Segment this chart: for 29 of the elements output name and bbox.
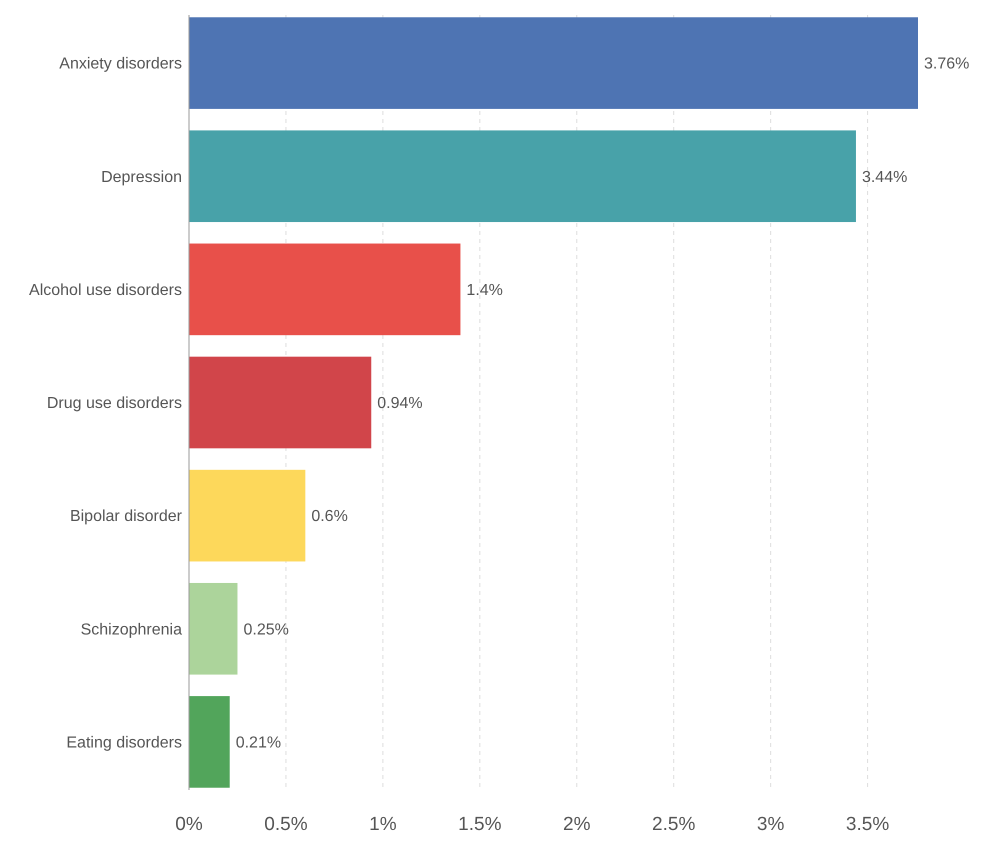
bar	[189, 130, 856, 222]
bar	[189, 470, 306, 562]
data-label: 3.76%	[924, 56, 970, 73]
y-tick-label: Alcohol use disorders	[29, 282, 182, 299]
y-tick-label: Eating disorders	[66, 734, 182, 752]
x-tick-label: 1%	[369, 814, 397, 835]
y-tick-label: Bipolar disorder	[70, 508, 183, 526]
x-tick-label: 0%	[175, 814, 203, 835]
y-tick-label: Depression	[101, 168, 182, 186]
bar	[189, 17, 918, 109]
x-tick-label: 1.5%	[458, 814, 502, 835]
bar	[189, 582, 238, 675]
x-tick-label: 3%	[756, 814, 784, 835]
data-label: 3.44%	[862, 168, 908, 186]
data-label: 0.25%	[243, 621, 289, 638]
data-label: 0.21%	[236, 734, 282, 752]
y-tick-label: Drug use disorders	[46, 395, 182, 412]
y-tick-label: Anxiety disorders	[59, 56, 182, 73]
x-tick-label: 2%	[563, 814, 591, 835]
y-tick-label: Schizophrenia	[80, 621, 182, 638]
data-label: 1.4%	[466, 282, 503, 299]
x-tick-label: 2.5%	[652, 814, 696, 835]
data-label: 0.6%	[311, 508, 348, 526]
bar	[189, 244, 460, 336]
bar	[189, 356, 372, 448]
data-label: 0.94%	[377, 395, 423, 412]
bar	[189, 696, 230, 788]
x-tick-label: 0.5%	[264, 814, 308, 835]
x-tick-label: 3.5%	[846, 814, 890, 835]
